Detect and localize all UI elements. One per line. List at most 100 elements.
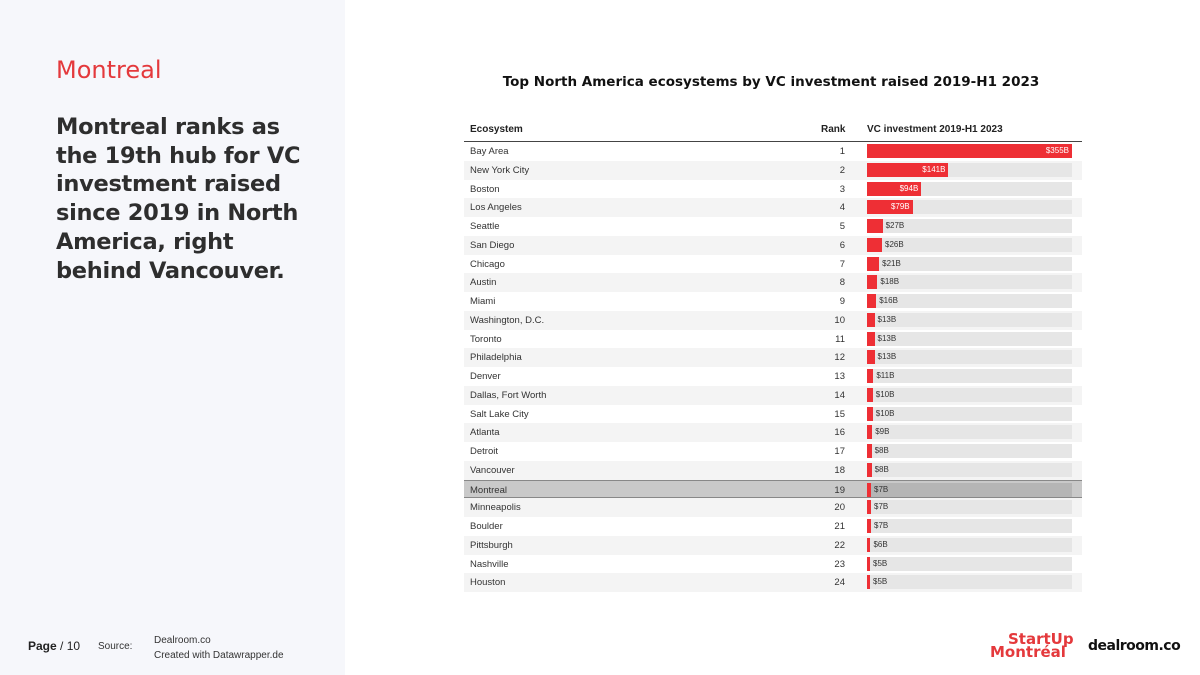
rank-value: 8	[839, 277, 845, 289]
investment-label: $10B	[875, 389, 895, 399]
investment-label: $8B	[874, 464, 889, 474]
investment-bar	[867, 556, 870, 571]
bar-track	[867, 312, 1072, 327]
chart-title: Top North America ecosystems by VC inves…	[502, 74, 1040, 90]
ecosystem-name: Miami	[470, 296, 496, 307]
ecosystem-name: San Diego	[470, 239, 515, 251]
ecosystem-name: Nashville	[470, 558, 509, 570]
rank-value: 15	[834, 408, 845, 420]
investment-label: $7B	[874, 521, 889, 530]
bar-track	[867, 556, 1072, 571]
ecosystem-name: Detroit	[470, 446, 498, 457]
investment-bar	[867, 181, 922, 196]
ecosystem-name: Bay Area	[470, 146, 509, 157]
bar-track	[867, 219, 1072, 233]
ecosystem-name: Chicago	[470, 258, 505, 270]
ecosystem-name: Salt Lake City	[470, 408, 529, 420]
investment-label: $13B	[877, 352, 897, 362]
bar-track	[867, 482, 1072, 497]
investment-bar	[867, 312, 875, 327]
investment-label: $10B	[875, 408, 895, 418]
ranking-table: Ecosystem Rank VC investment 2019-H1 202…	[464, 118, 1082, 592]
bar-track	[867, 237, 1072, 252]
investment-bar	[867, 350, 875, 365]
investment-label: $8B	[874, 446, 889, 455]
table-row: Toronto 11 $13B	[464, 330, 1082, 349]
investment-bar	[867, 237, 882, 252]
rank-value: 6	[839, 239, 845, 251]
section-label: Montreal	[56, 56, 162, 84]
table-row: Vancouver 18 $8B	[464, 460, 1082, 480]
bar-track	[867, 294, 1072, 308]
ecosystem-name: Houston	[470, 577, 506, 589]
bar-track	[867, 256, 1072, 271]
investment-bar	[867, 200, 913, 215]
investment-label: $6B	[873, 539, 888, 549]
bar-track	[867, 350, 1072, 365]
table-row: Miami 9 $16B	[464, 292, 1082, 311]
ecosystem-name: Washington, D.C.	[470, 314, 545, 326]
rank-value: 4	[839, 202, 845, 214]
page-indicator: Page / 10	[28, 639, 80, 653]
table-row: Boston 3 $94B	[464, 180, 1082, 199]
table-row: Salt Lake City 15 $10B	[464, 405, 1082, 424]
bar-track	[867, 444, 1072, 458]
investment-bar	[867, 331, 875, 346]
ecosystem-name: Boulder	[470, 521, 503, 532]
table-row: Nashville 23 $5B	[464, 555, 1082, 574]
investment-label: $21B	[882, 258, 901, 268]
table-row: Houston 24 $5B	[464, 573, 1082, 592]
table-row: Montreal 19 $7B	[464, 479, 1082, 499]
rank-value: 10	[834, 314, 845, 326]
bar-track	[867, 462, 1072, 477]
ecosystem-name: Vancouver	[470, 464, 515, 476]
investment-label: $7B	[874, 484, 889, 494]
investment-bar	[867, 369, 874, 383]
investment-label: $355B	[1045, 146, 1069, 155]
investment-label: $94B	[899, 183, 919, 193]
investment-label: $27B	[885, 221, 905, 230]
source-line-dealroom: Dealroom.co	[154, 635, 211, 646]
investment-label: $13B	[877, 314, 897, 324]
rank-value: 11	[835, 333, 845, 345]
bar-track	[867, 425, 1072, 440]
page-number: / 10	[60, 639, 81, 653]
rank-value: 3	[839, 183, 845, 195]
rank-value: 22	[834, 539, 845, 551]
table-row: Minneapolis 20 $7B	[464, 498, 1082, 517]
source-label: Source:	[98, 641, 133, 652]
source-line-datawrapper: Created with Datawrapper.de	[154, 650, 284, 661]
investment-bar	[867, 256, 880, 271]
investment-bar	[867, 294, 877, 308]
header-vc-investment: VC investment 2019-H1 2023	[867, 124, 1003, 135]
ecosystem-name: Los Angeles	[470, 202, 522, 214]
table-row: Washington, D.C. 10 $13B	[464, 310, 1082, 330]
investment-bar	[867, 144, 1072, 158]
bar-track	[867, 406, 1072, 421]
logo-montreal-text: Montréal	[990, 643, 1066, 661]
table-row: Los Angeles 4 $79B	[464, 198, 1082, 217]
header-rank: Rank	[821, 124, 846, 135]
bar-track	[867, 575, 1072, 590]
ecosystem-name: Minneapolis	[470, 502, 521, 514]
ecosystem-name: Dallas, Fort Worth	[470, 389, 547, 401]
investment-label: $26B	[885, 239, 904, 249]
investment-label: $5B	[873, 577, 888, 587]
rank-value: 7	[839, 258, 845, 270]
header-ecosystem: Ecosystem	[470, 124, 523, 135]
table-row: Atlanta 16 $9B	[464, 423, 1082, 442]
investment-bar	[867, 219, 883, 233]
rank-value: 24	[834, 577, 845, 589]
investment-label: $16B	[879, 296, 898, 305]
table-row: Seattle 5 $27B	[464, 217, 1082, 236]
investment-bar	[867, 500, 872, 515]
table-row: Austin 8 $18B	[464, 273, 1082, 292]
investment-bar	[867, 537, 871, 552]
ecosystem-name: Denver	[470, 371, 501, 382]
investment-label: $7B	[874, 502, 889, 512]
ecosystem-name: Boston	[470, 183, 500, 195]
rank-value: 13	[834, 371, 845, 382]
ecosystem-name: Pittsburgh	[470, 539, 513, 551]
rank-value: 2	[839, 164, 845, 176]
bar-track	[867, 275, 1072, 290]
